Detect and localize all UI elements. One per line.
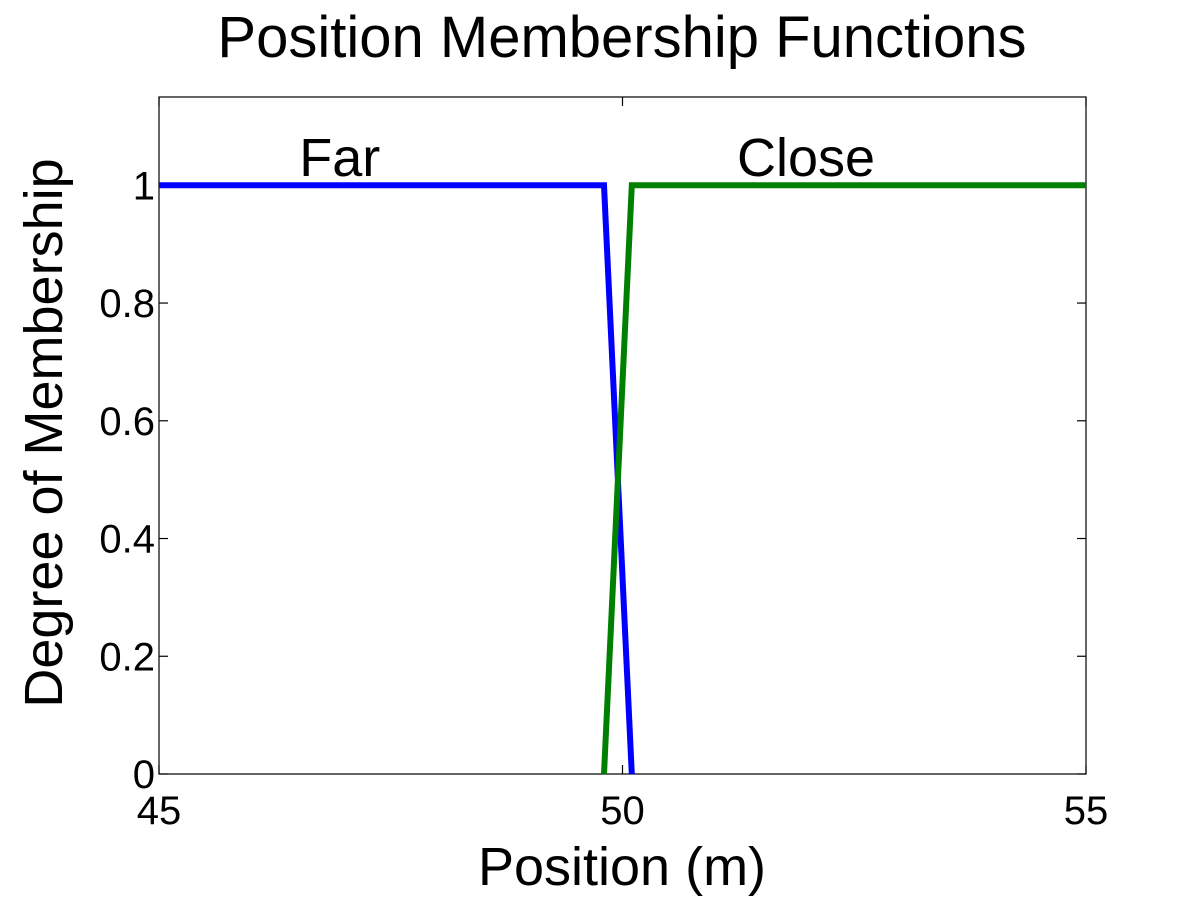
- series-line-far: [159, 182, 635, 775]
- series-label-far: Far: [299, 128, 380, 188]
- y-tick-label: 0.4: [99, 518, 155, 562]
- x-tick-label: 45: [137, 789, 182, 833]
- chart-title: Position Membership Functions: [217, 5, 1026, 70]
- x-axis-label: Position (m): [478, 837, 766, 897]
- y-tick-label: 1: [133, 164, 155, 208]
- y-axis-label: Degree of Membership: [14, 158, 74, 707]
- y-axis: 0 0.2 0.4 0.6 0.8 1: [99, 164, 1086, 797]
- y-tick-label: 0.8: [99, 282, 155, 326]
- x-tick-label: 50: [600, 789, 645, 833]
- series-label-close: Close: [737, 128, 875, 188]
- y-tick-label: 0: [133, 753, 155, 797]
- annotation-layer: Far Close: [299, 128, 875, 188]
- y-tick-label: 0.6: [99, 400, 155, 444]
- y-tick-label: 0.2: [99, 635, 155, 679]
- x-tick-label: 55: [1064, 789, 1109, 833]
- x-axis: 45 50 55: [137, 97, 1109, 833]
- series-line-close: [601, 182, 1086, 775]
- series-layer: [159, 182, 1086, 775]
